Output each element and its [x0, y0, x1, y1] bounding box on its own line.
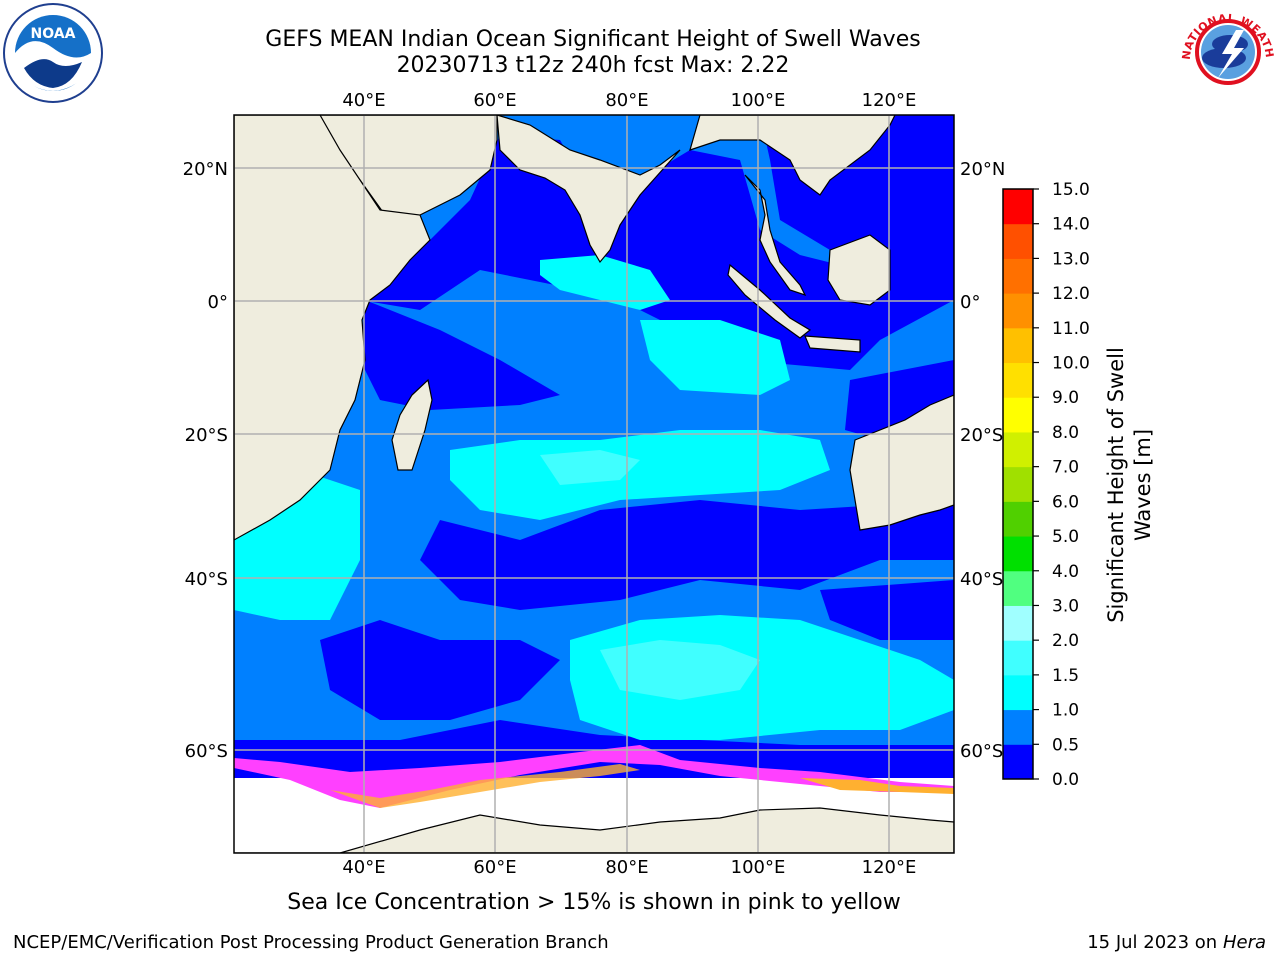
colorbar-swatch [1003, 570, 1033, 606]
left-lat-label: 60°S [185, 741, 228, 762]
colorbar-swatch [1003, 744, 1033, 780]
colorbar-tick-label: 13.0 [1052, 249, 1090, 269]
bottom-lon-label: 60°E [473, 857, 516, 878]
colorbar-tick-label: 1.5 [1052, 666, 1079, 686]
colorbar-swatch [1003, 466, 1033, 502]
left-lat-label: 20°S [185, 425, 228, 446]
india-landmass [496, 115, 681, 264]
sea-ice-edge-yellow [800, 778, 954, 794]
colorbar-tick-label: 8.0 [1052, 423, 1079, 443]
colorbar-tick-label: 1.0 [1052, 701, 1079, 721]
left-lat-label: 20°N [183, 159, 228, 180]
colorbar-swatch [1003, 605, 1033, 641]
right-lat-label: 40°S [960, 569, 1003, 590]
right-lat-label: 60°S [960, 741, 1003, 762]
colorbar-tick-label: 0.0 [1052, 770, 1079, 790]
bottom-lon-label: 40°E [342, 857, 385, 878]
swell-low-regions [234, 115, 954, 780]
bottom-lon-label: 100°E [731, 857, 786, 878]
map-plot-area [234, 115, 954, 853]
footer-date: 15 Jul 2023 on Hera [1087, 932, 1266, 953]
colorbar-tick-label: 14.0 [1052, 215, 1090, 235]
antarctica-landmass [234, 807, 954, 853]
colorbar: 0.0 0.5 1.0 1.5 2.0 3.0 4.0 5.0 6.0 7.0 8.0 9.0 10.0… [1002, 180, 1090, 790]
right-lat-label: 0° [960, 292, 980, 313]
colorbar-tick-label: 0.5 [1052, 735, 1079, 755]
colorbar-tick-label: 12.0 [1052, 284, 1090, 304]
malay-peninsula [744, 174, 807, 297]
chart-title: GEFS MEAN Indian Ocean Significant Heigh… [265, 27, 921, 52]
right-lat-label: 20°S [960, 425, 1003, 446]
left-lat-label: 0° [208, 292, 228, 313]
madagascar-landmass [391, 378, 433, 471]
colorbar-swatch [1003, 189, 1033, 225]
sea-ice-caption: Sea Ice Concentration > 15% is shown in … [287, 890, 901, 915]
colorbar-tick-label: 2.0 [1052, 631, 1079, 651]
colorbar-swatch [1003, 293, 1033, 329]
colorbar-label-line1: Significant Height of Swell [1104, 347, 1128, 623]
top-lon-label: 80°E [605, 90, 648, 111]
nws-logo: NATIONAL WEATHER SERVICE [1178, 2, 1276, 99]
australia-landmass [849, 394, 954, 531]
map-frame [233, 114, 955, 854]
borneo-landmass [827, 234, 891, 306]
colorbar-frame [1002, 188, 1034, 780]
colorbar-label-line2: Waves [m] [1131, 429, 1155, 541]
sea-ice-edge-orange [330, 764, 640, 808]
top-lon-label: 100°E [731, 90, 786, 111]
colorbar-tick-label: 5.0 [1052, 527, 1079, 547]
map-gridlines [234, 115, 954, 853]
left-lat-label: 40°S [185, 569, 228, 590]
colorbar-swatch [1003, 640, 1033, 676]
footer-date-text: 15 Jul 2023 on [1087, 932, 1223, 953]
colorbar-tick-label: 9.0 [1052, 388, 1079, 408]
colorbar-swatch [1003, 536, 1033, 572]
java-landmass [804, 335, 861, 353]
colorbar-swatch [1003, 709, 1033, 745]
noaa-logo: NOAA [3, 3, 103, 103]
colorbar-tick-label: 7.0 [1052, 458, 1079, 478]
colorbar-swatch [1003, 431, 1033, 468]
swell-high-patches [540, 450, 760, 700]
colorbar-swatch [1003, 501, 1033, 537]
colorbar-tick-label: 10.0 [1052, 354, 1090, 374]
asia-landmass [689, 115, 896, 196]
footer-host: Hera [1222, 932, 1266, 953]
bottom-lon-label: 80°E [605, 857, 648, 878]
colorbar-swatch [1003, 223, 1033, 259]
colorbar-label: Significant Height of Swell Waves [m] [1104, 347, 1155, 623]
chart-subtitle: 20230713 t12z 240h fcst Max: 2.22 [396, 53, 790, 78]
right-lat-label: 20°N [960, 159, 1005, 180]
colorbar-swatch [1003, 258, 1033, 294]
colorbar-swatch [1003, 397, 1033, 433]
colorbar-tick-label: 15.0 [1052, 180, 1090, 200]
top-lon-label: 40°E [342, 90, 385, 111]
colorbar-tick-label: 4.0 [1052, 562, 1079, 582]
top-lon-label: 120°E [862, 90, 917, 111]
swell-mid-regions [234, 255, 954, 740]
colorbar-tick-label: 6.0 [1052, 492, 1079, 512]
noaa-logo-text: NOAA [31, 26, 76, 42]
colorbar-swatch [1003, 674, 1033, 711]
colorbar-swatch [1003, 327, 1033, 364]
colorbar-tick-label: 11.0 [1052, 319, 1090, 339]
sea-ice-edge-pink [234, 745, 954, 808]
bottom-lon-label: 120°E [862, 857, 917, 878]
colorbar-tick-label: 3.0 [1052, 596, 1079, 616]
colorbar-swatch [1003, 362, 1033, 398]
footer-credit: NCEP/EMC/Verification Post Processing Pr… [13, 932, 609, 953]
top-lon-label: 60°E [473, 90, 516, 111]
